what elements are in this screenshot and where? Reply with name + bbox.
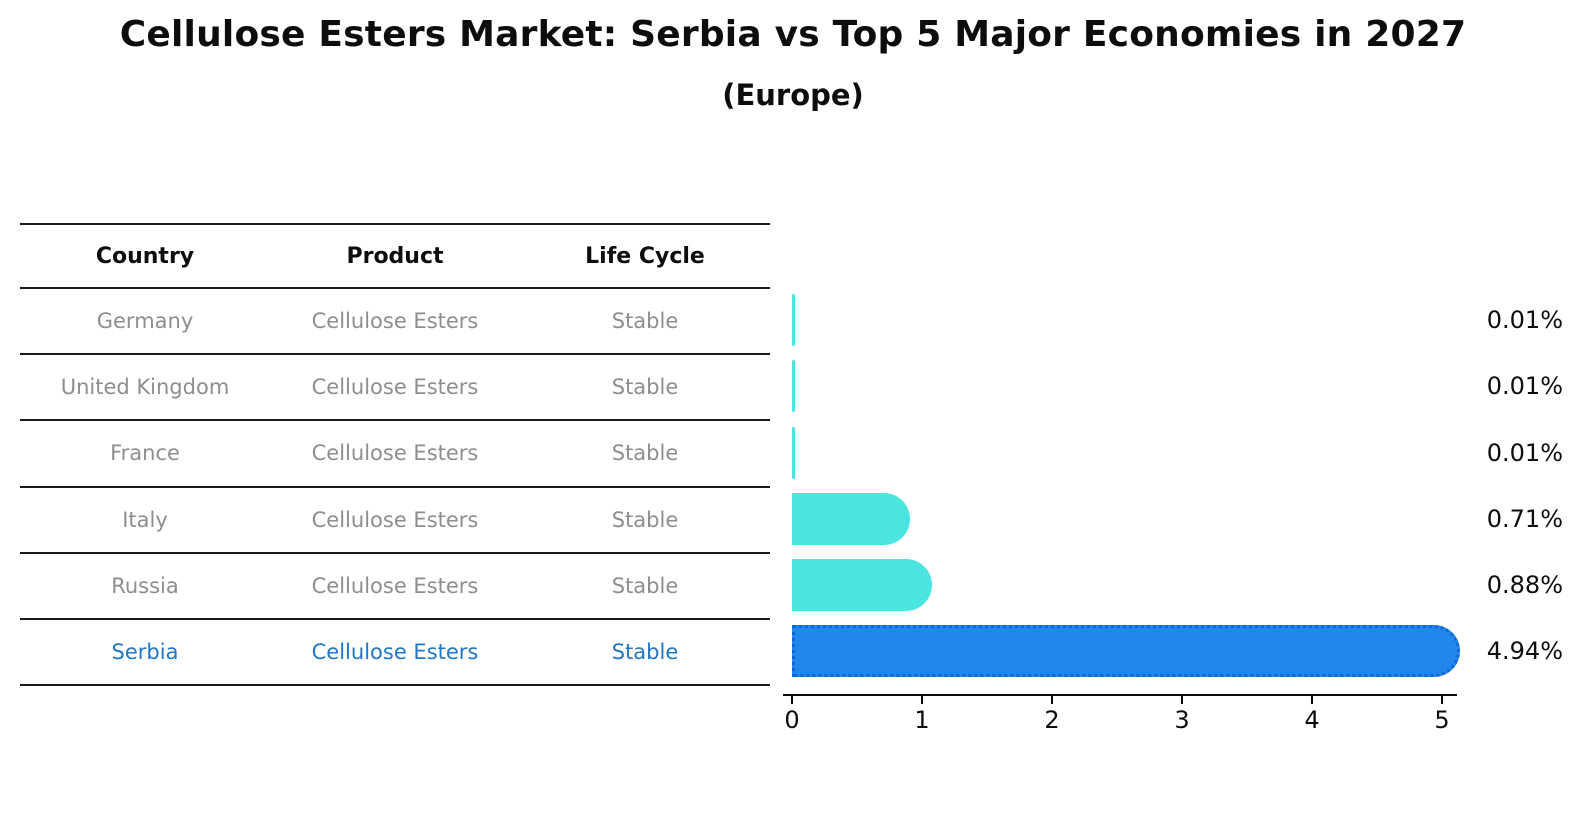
cell-country: Germany	[96, 309, 194, 334]
bar-germany	[792, 294, 795, 347]
cell-country: Italy	[122, 507, 168, 532]
value-label-russia: 0.88%	[1486, 570, 1563, 599]
cell-country: France	[110, 441, 180, 466]
bar-united-kingdom	[792, 360, 795, 413]
x-axis-tick	[791, 694, 793, 704]
cell-country: United Kingdom	[60, 375, 230, 400]
cell-product: Cellulose Esters	[311, 507, 479, 532]
cell-country: Serbia	[111, 640, 179, 665]
x-axis-tick	[921, 694, 923, 704]
value-label-germany: 0.01%	[1486, 306, 1563, 335]
chart-subtitle: (Europe)	[722, 78, 864, 112]
bar-france	[792, 426, 795, 479]
table-row-france: France Cellulose Esters Stable	[20, 421, 770, 488]
table-body: Germany Cellulose Esters Stable United King…	[20, 289, 770, 687]
x-axis-tick-label: 3	[1174, 706, 1190, 734]
cell-product: Cellulose Esters	[311, 309, 479, 334]
x-axis-tick-label: 5	[1434, 706, 1450, 734]
cell-life-cycle: Stable	[611, 375, 679, 400]
cell-product: Cellulose Esters	[311, 573, 479, 598]
table-row-united-kingdom: United Kingdom Cellulose Esters Stable	[20, 355, 770, 422]
cell-country: Russia	[111, 573, 179, 598]
header-cell-product: Product	[346, 243, 444, 269]
cell-product: Cellulose Esters	[311, 441, 479, 466]
x-axis-tick	[1051, 694, 1053, 704]
header-cell-life-cycle: Life Cycle	[585, 243, 705, 269]
x-axis-line	[783, 694, 1457, 696]
bar-russia	[792, 558, 933, 611]
cell-life-cycle: Stable	[611, 441, 679, 466]
header-cell-country: Country	[95, 243, 195, 269]
table-row-italy: Italy Cellulose Esters Stable	[20, 488, 770, 554]
table-row-russia: Russia Cellulose Esters Stable	[20, 554, 770, 620]
cell-life-cycle: Stable	[611, 640, 679, 665]
value-label-serbia: 4.94%	[1486, 637, 1563, 666]
value-label-france: 0.01%	[1486, 438, 1563, 467]
cell-life-cycle: Stable	[611, 507, 679, 532]
cell-life-cycle: Stable	[611, 309, 679, 334]
x-axis-tick	[1441, 694, 1443, 704]
x-axis-tick-label: 0	[784, 706, 800, 734]
bar-serbia	[792, 625, 1461, 678]
x-axis-tick-label: 4	[1304, 706, 1320, 734]
x-axis-tick	[1311, 694, 1313, 704]
chart-title: Cellulose Esters Market: Serbia vs Top 5…	[119, 14, 1467, 55]
cell-life-cycle: Stable	[611, 573, 679, 598]
x-axis-tick-label: 2	[1044, 706, 1060, 734]
data-table: Country Product Life Cycle Germany Cellulos…	[20, 223, 770, 687]
table-header-row: Country Product Life Cycle	[20, 225, 770, 289]
cell-product: Cellulose Esters	[311, 640, 479, 665]
x-axis-tick-label: 1	[914, 706, 930, 734]
table-row-serbia: Serbia Cellulose Esters Stable	[20, 620, 770, 687]
value-label-italy: 0.71%	[1486, 504, 1563, 533]
value-label-united-kingdom: 0.01%	[1486, 372, 1563, 401]
x-axis-tick	[1181, 694, 1183, 704]
table-row-germany: Germany Cellulose Esters Stable	[20, 289, 770, 356]
bar-italy	[792, 492, 911, 545]
cell-product: Cellulose Esters	[311, 375, 479, 400]
